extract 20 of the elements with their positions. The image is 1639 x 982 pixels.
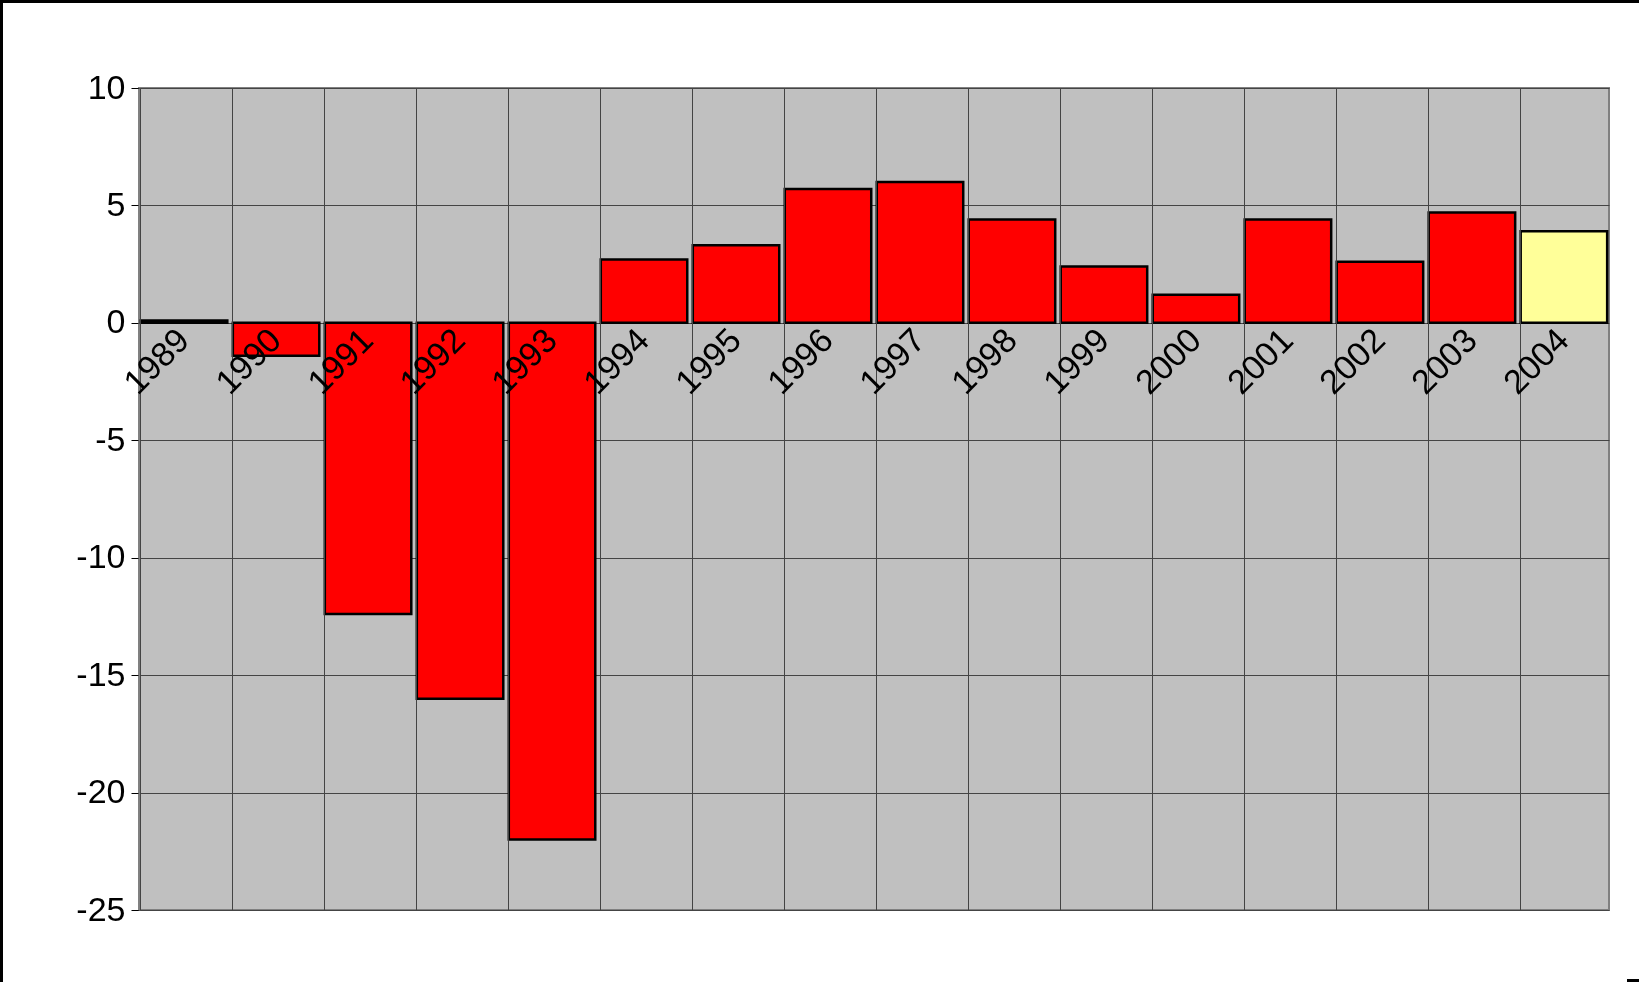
bar (875, 180, 965, 325)
bar (1243, 218, 1333, 325)
bar (599, 258, 689, 325)
y-tick-label: 5 (106, 184, 126, 223)
bar (1059, 265, 1149, 325)
y-tick-label: 10 (87, 67, 126, 106)
bar (1335, 260, 1425, 325)
bar (1519, 230, 1609, 325)
y-tick-label: 0 (106, 302, 126, 341)
bar (783, 187, 873, 325)
y-tick-label: -25 (76, 889, 126, 928)
y-tick-label: -15 (76, 654, 126, 693)
bar (691, 244, 781, 325)
bar (1427, 211, 1517, 325)
bar (1151, 293, 1241, 325)
bar (967, 218, 1057, 325)
y-tick-label: -5 (95, 419, 126, 458)
y-tick-label: -10 (76, 537, 126, 576)
y-tick-label: -20 (76, 772, 126, 811)
bar (139, 319, 229, 325)
